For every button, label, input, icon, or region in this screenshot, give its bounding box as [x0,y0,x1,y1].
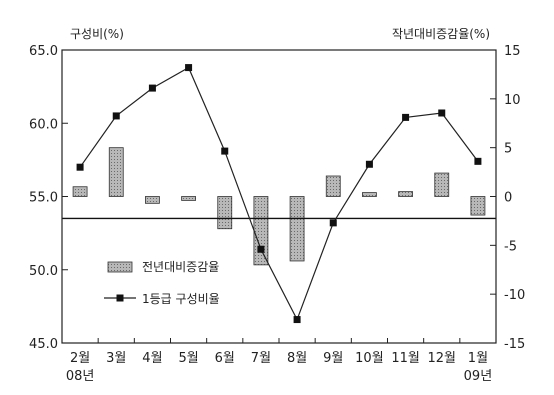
line-point [293,316,301,324]
x-axis-tick-label: 8월 [287,351,307,366]
bar [181,196,196,201]
bar [253,196,269,266]
legend-bar-swatch [107,261,133,273]
x-axis-tick-label: 12월 [427,351,456,366]
legend: 전년대비증감율 1등급 구성비율 [104,260,220,306]
x-axis-tick-label: 4월 [142,351,162,366]
right-axis-tick-label: 0 [504,191,512,206]
bar [434,172,450,197]
bar [362,192,377,197]
x-axis-tick-label: 6월 [215,351,235,366]
bar [145,196,160,204]
line-point [148,84,156,92]
x-axis-year-label: 08년 [66,369,95,384]
line-point [257,245,265,253]
x-axis-tick-label: 9월 [323,351,343,366]
left-axis-title: 구성비(%) [70,27,124,41]
right-axis-tick-label: 15 [504,44,521,59]
legend-line-label: 1등급 구성비율 [142,292,220,306]
left-axis-tick-label: 50.0 [29,264,58,279]
right-axis-tick-label: -5 [504,239,517,254]
bar [325,175,341,197]
x-axis-tick-label: 2월 [70,351,90,366]
x-axis-tick-label: 10월 [355,351,384,366]
line-point [76,163,84,171]
bars-layer [72,147,486,266]
line-point [402,113,410,121]
left-axis-tick-label: 45.0 [29,337,58,352]
bar [72,186,88,197]
left-axis-tick-label: 60.0 [29,117,58,132]
legend-line-marker [116,294,124,302]
series-line [79,66,479,322]
bar [217,196,233,230]
left-axis-tick-label: 55.0 [29,191,58,206]
right-axis-tick-label: 10 [504,93,521,108]
bar [289,196,305,262]
right-axis-tick-label: -10 [504,288,525,303]
lines-layer [62,64,496,324]
x-axis-tick-label: 3월 [106,351,126,366]
plot-frame [61,49,497,344]
bar [470,196,486,216]
x-axis-tick-label: 7월 [251,351,271,366]
right-axis-title: 작년대비증감율(%) [392,27,490,41]
x-axis-tick-label: 1월 [468,351,488,366]
line-point [221,147,229,155]
line-point [329,219,337,227]
line-point [185,64,193,72]
line-point [474,157,482,165]
line-point [438,109,446,117]
right-axis-tick-label: 5 [504,142,512,157]
x-axis-tick-label: 5월 [178,351,198,366]
line-point [365,160,373,168]
bar [108,147,124,197]
left-axis-tick-label: 65.0 [29,44,58,59]
right-axis-tick-label: -15 [504,337,525,352]
legend-bar-label: 전년대비증감율 [142,260,219,274]
x-axis-year-label: 09년 [464,369,493,384]
bar [398,191,413,197]
axes-layer: 65.0 60.0 55.0 50.0 45.0 15 10 5 0 -5 -10 -15 2월 3월 4월… [29,44,525,384]
x-axis-tick-label: 11월 [391,351,420,366]
line-point [112,112,120,120]
